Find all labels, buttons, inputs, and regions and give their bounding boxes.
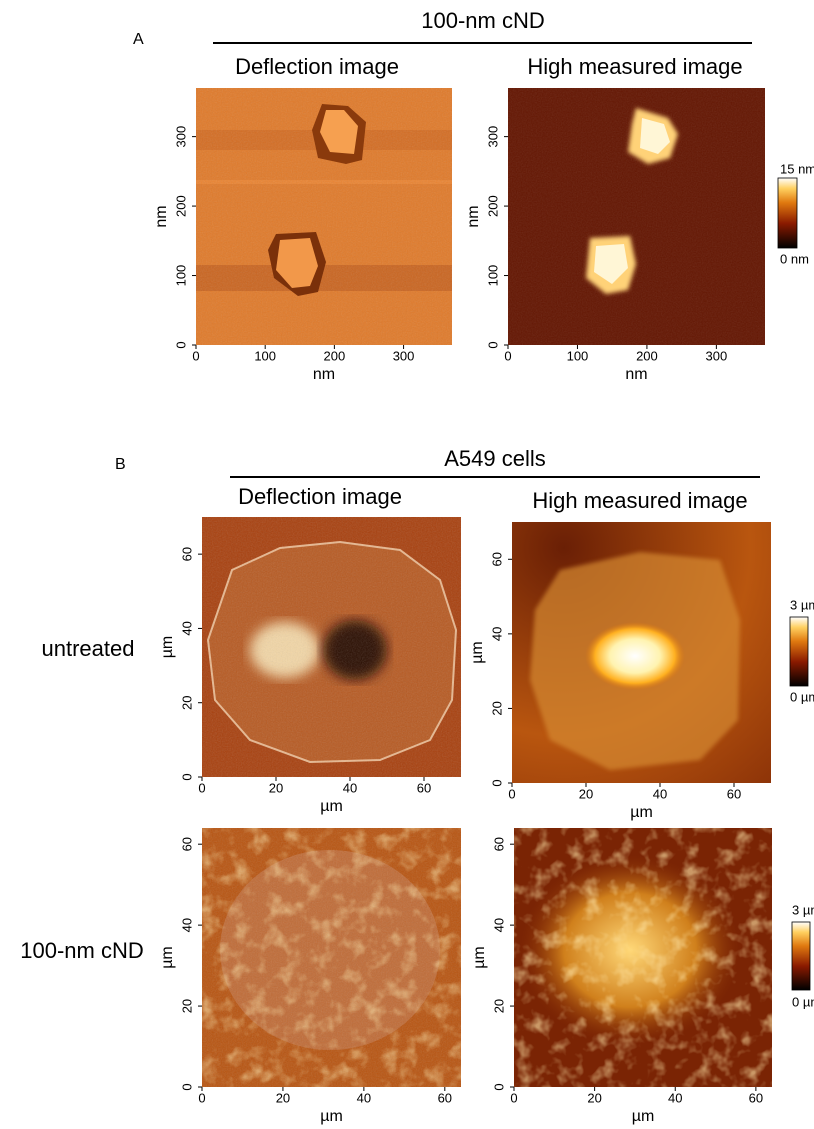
x-tick-label: 20: [276, 1090, 290, 1105]
column-title: High measured image: [532, 488, 747, 513]
afm-image: [196, 88, 452, 345]
afm-image: [514, 828, 772, 1087]
y-tick-label: 40: [491, 918, 506, 932]
column-title: Deflection image: [235, 54, 399, 79]
x-tick-label: 20: [587, 1090, 601, 1105]
colorbar-label: 3 µm: [790, 597, 814, 612]
x-tick-label: 20: [579, 786, 593, 801]
y-tick-label: 60: [179, 547, 194, 561]
afm-image: [202, 517, 461, 777]
column-title: Deflection image: [238, 484, 402, 509]
y-tick-label: 300: [485, 126, 500, 148]
x-tick-label: 0: [192, 348, 199, 363]
x-tick-label: 20: [269, 780, 283, 795]
afm-image: [512, 522, 771, 783]
x-tick-label: 0: [510, 1090, 517, 1105]
panel-label: B: [115, 456, 126, 473]
y-tick-label: 60: [491, 837, 506, 851]
x-tick-label: 0: [198, 780, 205, 795]
y-axis-label: nm: [153, 205, 170, 227]
panel-title: 100-nm cND: [421, 8, 544, 33]
x-tick-label: 60: [417, 780, 431, 795]
row-label: untreated: [42, 636, 135, 661]
x-tick-label: 300: [393, 348, 415, 363]
x-tick-label: 100: [254, 348, 276, 363]
x-tick-label: 300: [706, 348, 728, 363]
panel-title: A549 cells: [444, 446, 546, 471]
colorbar-label: 0 µm: [792, 994, 814, 1009]
y-tick-label: 100: [173, 265, 188, 287]
x-axis-label: µm: [320, 798, 343, 815]
y-tick-label: 200: [173, 195, 188, 217]
y-tick-label: 200: [485, 195, 500, 217]
colorbar-label: 15 nm: [780, 161, 814, 176]
x-axis-label: nm: [625, 366, 647, 383]
y-tick-label: 40: [489, 627, 504, 641]
x-tick-label: 200: [636, 348, 658, 363]
y-axis-label: nm: [465, 205, 482, 227]
y-tick-label: 40: [179, 621, 194, 635]
panel-label: A: [133, 31, 144, 48]
x-axis-label: µm: [630, 804, 653, 821]
colorbar-label: 0 nm: [780, 251, 809, 266]
y-tick-label: 0: [173, 341, 188, 348]
y-tick-label: 40: [179, 918, 194, 932]
y-tick-label: 20: [489, 701, 504, 715]
x-tick-label: 0: [504, 348, 511, 363]
y-tick-label: 0: [489, 779, 504, 786]
colorbar-label: 0 µm: [790, 689, 814, 704]
colorbar: [790, 617, 808, 686]
y-tick-label: 20: [491, 999, 506, 1013]
y-tick-label: 0: [485, 341, 500, 348]
colorbar-label: 3 µm: [792, 902, 814, 917]
x-axis-label: µm: [320, 1108, 343, 1125]
y-tick-label: 0: [179, 773, 194, 780]
x-tick-label: 60: [749, 1090, 763, 1105]
y-tick-label: 20: [179, 999, 194, 1013]
x-tick-label: 100: [567, 348, 589, 363]
x-tick-label: 60: [438, 1090, 452, 1105]
y-axis-label: µm: [469, 641, 486, 664]
x-axis-label: nm: [313, 366, 335, 383]
colorbar: [792, 922, 810, 990]
afm-image: [202, 828, 461, 1087]
figure: A 100-nm cND Deflection image High measu…: [0, 0, 814, 1129]
x-tick-label: 0: [198, 1090, 205, 1105]
y-axis-label: µm: [159, 636, 176, 659]
y-tick-label: 100: [485, 265, 500, 287]
y-tick-label: 0: [491, 1083, 506, 1090]
y-tick-label: 0: [179, 1083, 194, 1090]
y-tick-label: 300: [173, 126, 188, 148]
x-axis-label: µm: [632, 1108, 655, 1125]
column-title: High measured image: [527, 54, 742, 79]
x-tick-label: 40: [357, 1090, 371, 1105]
y-tick-label: 60: [179, 837, 194, 851]
colorbar: [778, 178, 797, 248]
afm-image: [508, 88, 765, 345]
x-tick-label: 40: [343, 780, 357, 795]
x-tick-label: 40: [653, 786, 667, 801]
y-axis-label: µm: [159, 946, 176, 969]
y-tick-label: 20: [179, 695, 194, 709]
x-tick-label: 60: [727, 786, 741, 801]
y-tick-label: 60: [489, 552, 504, 566]
x-tick-label: 200: [324, 348, 346, 363]
x-tick-label: 40: [668, 1090, 682, 1105]
y-axis-label: µm: [471, 946, 488, 969]
x-tick-label: 0: [508, 786, 515, 801]
row-label: 100-nm cND: [20, 938, 143, 963]
